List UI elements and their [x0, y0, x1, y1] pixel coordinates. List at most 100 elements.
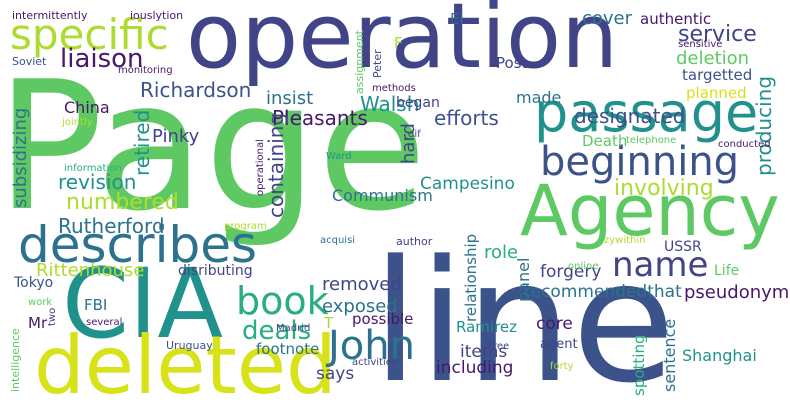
word-methods: methods — [372, 83, 416, 94]
word-agent: agent — [540, 337, 578, 352]
word-information: information — [64, 163, 122, 174]
word-forty: forty — [550, 361, 574, 372]
word-targetted: targetted — [682, 66, 753, 84]
word-role: role — [484, 242, 519, 263]
word-el: El — [450, 10, 464, 28]
word-passage: passage — [534, 81, 759, 144]
word-items: items — [460, 342, 508, 362]
word-shanghai: Shanghai — [682, 346, 757, 365]
word-china: China — [64, 98, 110, 117]
word-pseudonym: pseudonym — [684, 282, 790, 303]
word-post: Post — [496, 54, 528, 72]
word-ward: Ward — [326, 151, 352, 162]
word-revision: revision — [58, 170, 137, 194]
word-online: online — [568, 261, 599, 272]
word-possible: possible — [352, 310, 414, 328]
word-iouslytion: iouslytion — [130, 9, 184, 22]
word-deals: deals — [242, 316, 312, 346]
word-liaison: liaison — [60, 44, 144, 74]
word-mr: Mr — [28, 314, 48, 332]
word-jointly: jointly — [62, 117, 93, 128]
word-uruguay: Uruguay — [166, 339, 213, 352]
word-planned: planned — [686, 84, 747, 102]
word-activities: activities — [352, 357, 398, 368]
word-describes: describes — [18, 216, 258, 274]
word-walsh: Walsh — [360, 92, 420, 116]
word-intermittently: intermittently — [12, 9, 88, 22]
word-fbi: FBI — [84, 296, 108, 314]
word-agency: Agency — [520, 170, 780, 252]
word-intelligence: intelligence — [9, 328, 22, 392]
word-disributing: disributing — [178, 263, 253, 279]
word-zywithin: zywithin — [604, 235, 646, 246]
word-f: F — [394, 34, 403, 52]
word-including: including — [436, 358, 514, 378]
word-operation: operation — [186, 0, 619, 89]
word-free: Free — [488, 341, 510, 352]
word-richardson: Richardson — [140, 78, 252, 102]
word-two: two — [47, 307, 58, 326]
word-telephone: telephone — [626, 135, 677, 146]
word-book: book — [236, 279, 329, 323]
word-subsidizing: subsidizing — [10, 107, 31, 208]
word-rutherford: Rutherford — [58, 214, 165, 238]
word-work: work — [28, 297, 53, 308]
word-conducted: conducted — [718, 139, 771, 150]
word-ussr: USSR — [664, 239, 702, 255]
word-page: Page — [0, 43, 427, 250]
word-deletion: deletion — [676, 48, 750, 69]
word-forgery: forgery — [540, 262, 602, 282]
word-designated: designated — [574, 104, 686, 128]
word-t: T — [324, 314, 334, 332]
word-pleasants: Pleasants — [272, 106, 368, 130]
word-began: began — [396, 95, 440, 111]
word-containing: containing — [264, 112, 288, 218]
word-cia: CIA — [62, 248, 224, 360]
word-pinky: Pinky — [152, 126, 200, 147]
word-author: author — [396, 235, 433, 248]
word-operational: operational — [255, 139, 266, 196]
word-life: Life — [714, 263, 740, 279]
word-spotting: spotting — [630, 334, 648, 396]
word-beginning: beginning — [540, 139, 740, 185]
word-recommendedthat: recommendedthat — [524, 282, 682, 302]
word-core: core — [536, 314, 573, 334]
word-peter: Peter — [371, 49, 384, 78]
word-rittenhouse: Rittenhouse — [36, 260, 145, 281]
word-ramirez: Ramirez — [456, 318, 518, 336]
word-exposed: exposed — [322, 296, 398, 317]
word-relationship: relationship — [462, 233, 480, 322]
word-says: says — [316, 364, 355, 384]
word-authentic: authentic — [640, 10, 712, 28]
word-sentence: sentence — [660, 318, 679, 392]
word-several: several — [86, 317, 123, 328]
word-assignment: assignment — [353, 30, 366, 94]
word-footnote: footnote — [256, 340, 320, 358]
word-program: program — [224, 221, 267, 232]
word-service: service — [678, 22, 757, 47]
word-name: name — [612, 245, 709, 285]
word-numbered: numbered — [66, 190, 179, 215]
word-involving: involving — [614, 176, 714, 201]
word-acquisi: acquisi — [320, 235, 356, 246]
word-producing: producing — [752, 75, 776, 176]
word-retired: retired — [130, 109, 154, 176]
word-soviet: Soviet — [12, 55, 47, 68]
word-removed: removed — [322, 274, 402, 295]
word-monitoring: monitoring — [118, 65, 173, 76]
word-insist: insist — [266, 88, 314, 109]
word-john: John — [328, 323, 415, 369]
word-campesino: Campesino — [420, 174, 515, 194]
word-dif: dif — [408, 129, 421, 140]
word-cover: cover — [582, 8, 633, 29]
word-madrid: Madrid — [276, 323, 311, 334]
word-line: line — [372, 224, 676, 405]
word-made: made — [516, 88, 562, 107]
word-efforts: efforts — [434, 106, 499, 130]
word-tokyo: Tokyo — [14, 275, 54, 291]
word-specific: specific — [10, 10, 169, 59]
word-deleted: deleted — [34, 319, 337, 405]
word-sensitive: sensitive — [678, 39, 723, 50]
word-communism: Communism — [332, 186, 433, 205]
